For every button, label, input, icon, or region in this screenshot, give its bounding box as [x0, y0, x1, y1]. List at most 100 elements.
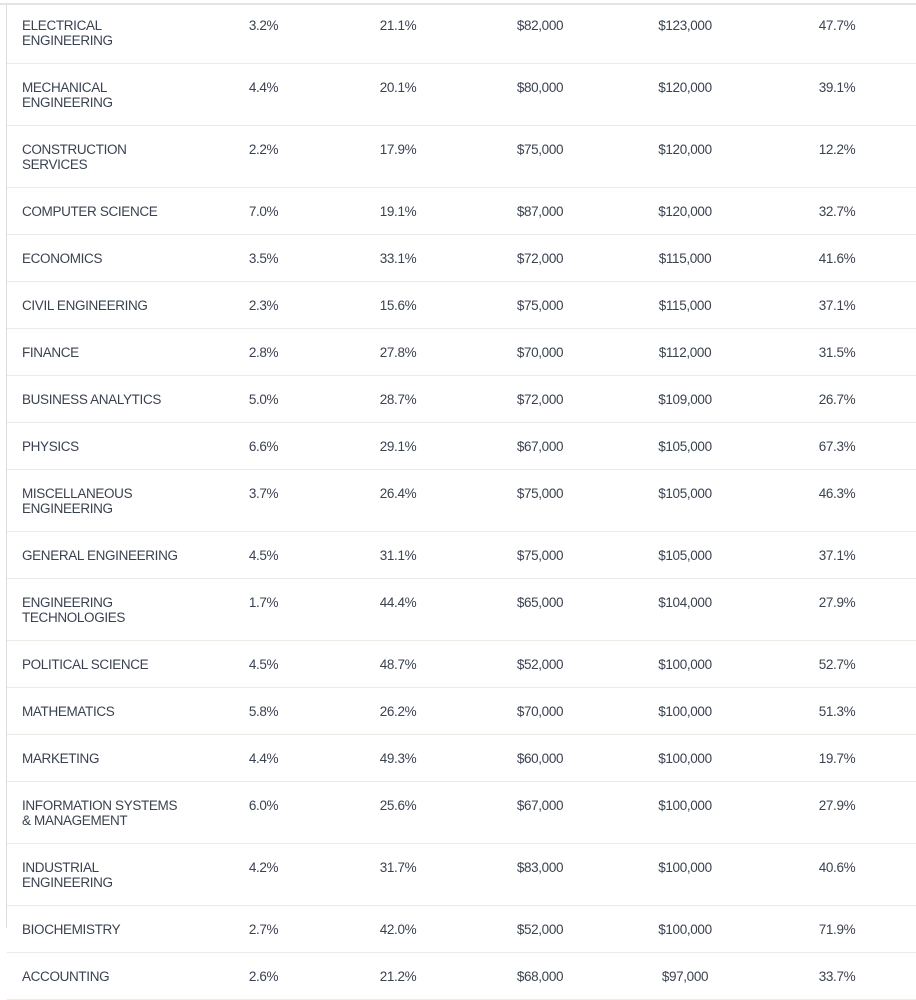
early-career-wage-cell: $75,000 [468, 125, 612, 188]
unemployment-rate-cell: 3.5% [199, 234, 328, 282]
unemployment-rate-cell: 3.2% [199, 2, 328, 64]
mid-career-wage-cell: $105,000 [612, 422, 758, 470]
mid-career-wage-cell: $120,000 [612, 63, 758, 126]
table-row: CONSTRUCTION SERVICES 2.2% 17.9% $75,000 $12… [7, 125, 916, 188]
unemployment-rate-cell: 7.0% [199, 187, 328, 235]
underemployment-rate-cell: 49.3% [328, 734, 468, 782]
graduate-degree-share-cell: 37.1% [758, 281, 916, 329]
unemployment-rate-cell: 2.7% [199, 905, 328, 953]
early-career-wage-cell: $60,000 [468, 734, 612, 782]
table-body: ELECTRICAL ENGINEERING 3.2% 21.1% $82,000 $1… [7, 2, 916, 1000]
table-row: MISCELLANEOUS ENGINEERING 3.7% 26.4% $75,00… [7, 469, 916, 532]
major-name-cell: FINANCE [7, 328, 199, 376]
early-career-wage-cell: $70,000 [468, 687, 612, 735]
early-career-wage-cell: $70,000 [468, 328, 612, 376]
early-career-wage-cell: $52,000 [468, 640, 612, 688]
major-name-cell: CONSTRUCTION SERVICES [7, 125, 199, 188]
mid-career-wage-cell: $115,000 [612, 234, 758, 282]
underemployment-rate-cell: 29.1% [328, 422, 468, 470]
unemployment-rate-cell: 4.4% [199, 734, 328, 782]
underemployment-rate-cell: 25.6% [328, 781, 468, 844]
underemployment-rate-cell: 20.1% [328, 63, 468, 126]
major-name-cell: COMPUTER SCIENCE [7, 187, 199, 235]
graduate-degree-share-cell: 27.9% [758, 781, 916, 844]
table-row: COMPUTER SCIENCE 7.0% 19.1% $87,000 $120,000… [7, 187, 916, 235]
table-row: ELECTRICAL ENGINEERING 3.2% 21.1% $82,000 $1… [7, 2, 916, 64]
mid-career-wage-cell: $100,000 [612, 687, 758, 735]
graduate-degree-share-cell: 37.1% [758, 531, 916, 579]
unemployment-rate-cell: 6.6% [199, 422, 328, 470]
mid-career-wage-cell: $100,000 [612, 734, 758, 782]
mid-career-wage-cell: $100,000 [612, 640, 758, 688]
table-row: PHYSICS 6.6% 29.1% $67,000 $105,000 67.3% [7, 422, 916, 470]
mid-career-wage-cell: $120,000 [612, 125, 758, 188]
underemployment-rate-cell: 21.2% [328, 952, 468, 1000]
unemployment-rate-cell: 4.4% [199, 63, 328, 126]
graduate-degree-share-cell: 71.9% [758, 905, 916, 953]
major-name-cell: ACCOUNTING [7, 952, 199, 1000]
graduate-degree-share-cell: 46.3% [758, 469, 916, 532]
underemployment-rate-cell: 44.4% [328, 578, 468, 641]
graduate-degree-share-cell: 67.3% [758, 422, 916, 470]
major-name-cell: ENGINEERING TECHNOLOGIES [7, 578, 199, 641]
table-row: POLITICAL SCIENCE 4.5% 48.7% $52,000 $100,00… [7, 640, 916, 688]
major-name-cell: MECHANICAL ENGINEERING [7, 63, 199, 126]
graduate-degree-share-cell: 41.6% [758, 234, 916, 282]
major-name-cell: BIOCHEMISTRY [7, 905, 199, 953]
graduate-degree-share-cell: 27.9% [758, 578, 916, 641]
early-career-wage-cell: $80,000 [468, 63, 612, 126]
major-name-cell: GENERAL ENGINEERING [7, 531, 199, 579]
underemployment-rate-cell: 31.7% [328, 843, 468, 906]
underemployment-rate-cell: 27.8% [328, 328, 468, 376]
table-row: MARKETING 4.4% 49.3% $60,000 $100,000 19.7% [7, 734, 916, 782]
underemployment-rate-cell: 31.1% [328, 531, 468, 579]
graduate-degree-share-cell: 33.7% [758, 952, 916, 1000]
early-career-wage-cell: $75,000 [468, 469, 612, 532]
table-row: FINANCE 2.8% 27.8% $70,000 $112,000 31.5% [7, 328, 916, 376]
table-row: MECHANICAL ENGINEERING 4.4% 20.1% $80,000 $1… [7, 63, 916, 126]
early-career-wage-cell: $87,000 [468, 187, 612, 235]
early-career-wage-cell: $67,000 [468, 781, 612, 844]
major-name-cell: CIVIL ENGINEERING [7, 281, 199, 329]
table-row: CIVIL ENGINEERING 2.3% 15.6% $75,000 $115,00… [7, 281, 916, 329]
top-divider [0, 0, 916, 5]
table-row: BUSINESS ANALYTICS 5.0% 28.7% $72,000 $109,0… [7, 375, 916, 423]
major-name-cell: INDUSTRIAL ENGINEERING [7, 843, 199, 906]
graduate-degree-share-cell: 47.7% [758, 2, 916, 64]
major-name-cell: ECONOMICS [7, 234, 199, 282]
major-name-cell: MISCELLANEOUS ENGINEERING [7, 469, 199, 532]
underemployment-rate-cell: 42.0% [328, 905, 468, 953]
unemployment-rate-cell: 2.8% [199, 328, 328, 376]
underemployment-rate-cell: 17.9% [328, 125, 468, 188]
mid-career-wage-cell: $105,000 [612, 531, 758, 579]
underemployment-rate-cell: 26.4% [328, 469, 468, 532]
graduate-degree-share-cell: 40.6% [758, 843, 916, 906]
underemployment-rate-cell: 26.2% [328, 687, 468, 735]
underemployment-rate-cell: 33.1% [328, 234, 468, 282]
graduate-degree-share-cell: 39.1% [758, 63, 916, 126]
unemployment-rate-cell: 5.0% [199, 375, 328, 423]
unemployment-rate-cell: 2.6% [199, 952, 328, 1000]
early-career-wage-cell: $72,000 [468, 375, 612, 423]
unemployment-rate-cell: 2.3% [199, 281, 328, 329]
table-row: GENERAL ENGINEERING 4.5% 31.1% $75,000 $105,… [7, 531, 916, 579]
underemployment-rate-cell: 21.1% [328, 2, 468, 64]
major-name-cell: POLITICAL SCIENCE [7, 640, 199, 688]
early-career-wage-cell: $72,000 [468, 234, 612, 282]
table-row: INFORMATION SYSTEMS & MANAGEMENT 6.0% 25.6… [7, 781, 916, 844]
major-name-cell: INFORMATION SYSTEMS & MANAGEMENT [7, 781, 199, 844]
mid-career-wage-cell: $120,000 [612, 187, 758, 235]
mid-career-wage-cell: $100,000 [612, 905, 758, 953]
graduate-degree-share-cell: 52.7% [758, 640, 916, 688]
underemployment-rate-cell: 28.7% [328, 375, 468, 423]
graduate-degree-share-cell: 26.7% [758, 375, 916, 423]
unemployment-rate-cell: 2.2% [199, 125, 328, 188]
graduate-degree-share-cell: 31.5% [758, 328, 916, 376]
left-border [6, 5, 7, 928]
major-name-cell: MATHEMATICS [7, 687, 199, 735]
mid-career-wage-cell: $100,000 [612, 781, 758, 844]
early-career-wage-cell: $82,000 [468, 2, 612, 64]
table-row: ACCOUNTING 2.6% 21.2% $68,000 $97,000 33.7% [7, 952, 916, 1000]
underemployment-rate-cell: 48.7% [328, 640, 468, 688]
early-career-wage-cell: $67,000 [468, 422, 612, 470]
